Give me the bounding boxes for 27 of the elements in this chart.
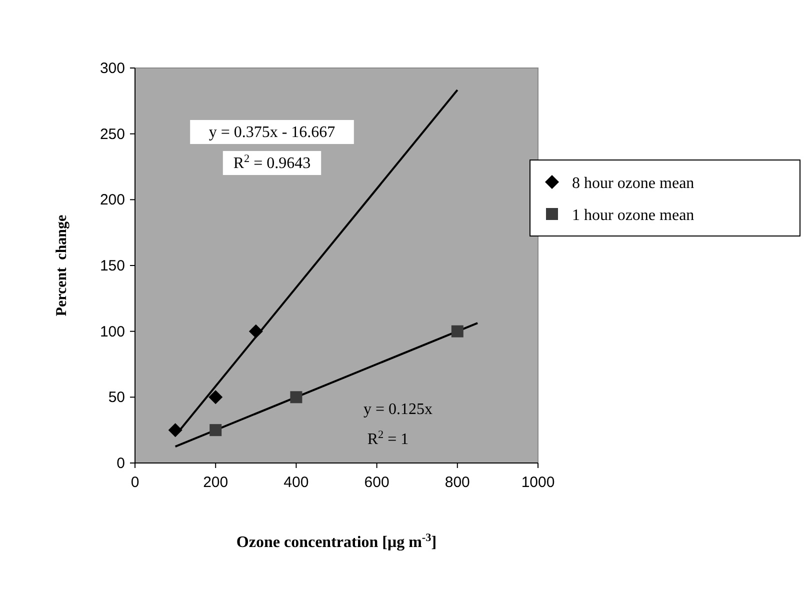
- x-axis-title: Ozone concentration [μg m$^{-3}$]: [236, 532, 437, 551]
- y-tick-label: 200: [100, 192, 125, 209]
- x-tick-label: 600: [364, 474, 390, 491]
- x-tick-label: 200: [203, 474, 228, 491]
- point: [290, 391, 302, 404]
- y-tick-label: 150: [100, 258, 125, 274]
- point: [168, 423, 182, 438]
- annotation: R$^{2}$ = 1: [367, 429, 409, 448]
- point: [451, 325, 464, 338]
- y-axis-title: Percent change: [54, 214, 70, 316]
- y-tick-label: 50: [108, 389, 125, 406]
- legend-label: 1 hour ozone mean: [572, 207, 694, 224]
- annotation: y = 0.125x: [363, 401, 433, 418]
- x-tick-label: 1000: [521, 474, 555, 491]
- legend-label: 8 hour ozone mean: [572, 175, 694, 192]
- point: [210, 424, 222, 436]
- x-tick-label: 800: [444, 474, 470, 491]
- annotation: R$^{2}$ = 0.9643: [233, 153, 311, 172]
- y-tick-label: 0: [116, 455, 125, 472]
- x-tick-label: 0: [130, 474, 140, 491]
- y-tick-label: 250: [100, 126, 125, 143]
- y-tick-label: 300: [100, 60, 125, 77]
- y-tick-label: 100: [100, 323, 125, 340]
- x-tick-label: 400: [284, 474, 309, 491]
- point: [248, 324, 263, 338]
- point: [208, 390, 223, 404]
- annotation: y = 0.375x - 16.667: [208, 124, 336, 141]
